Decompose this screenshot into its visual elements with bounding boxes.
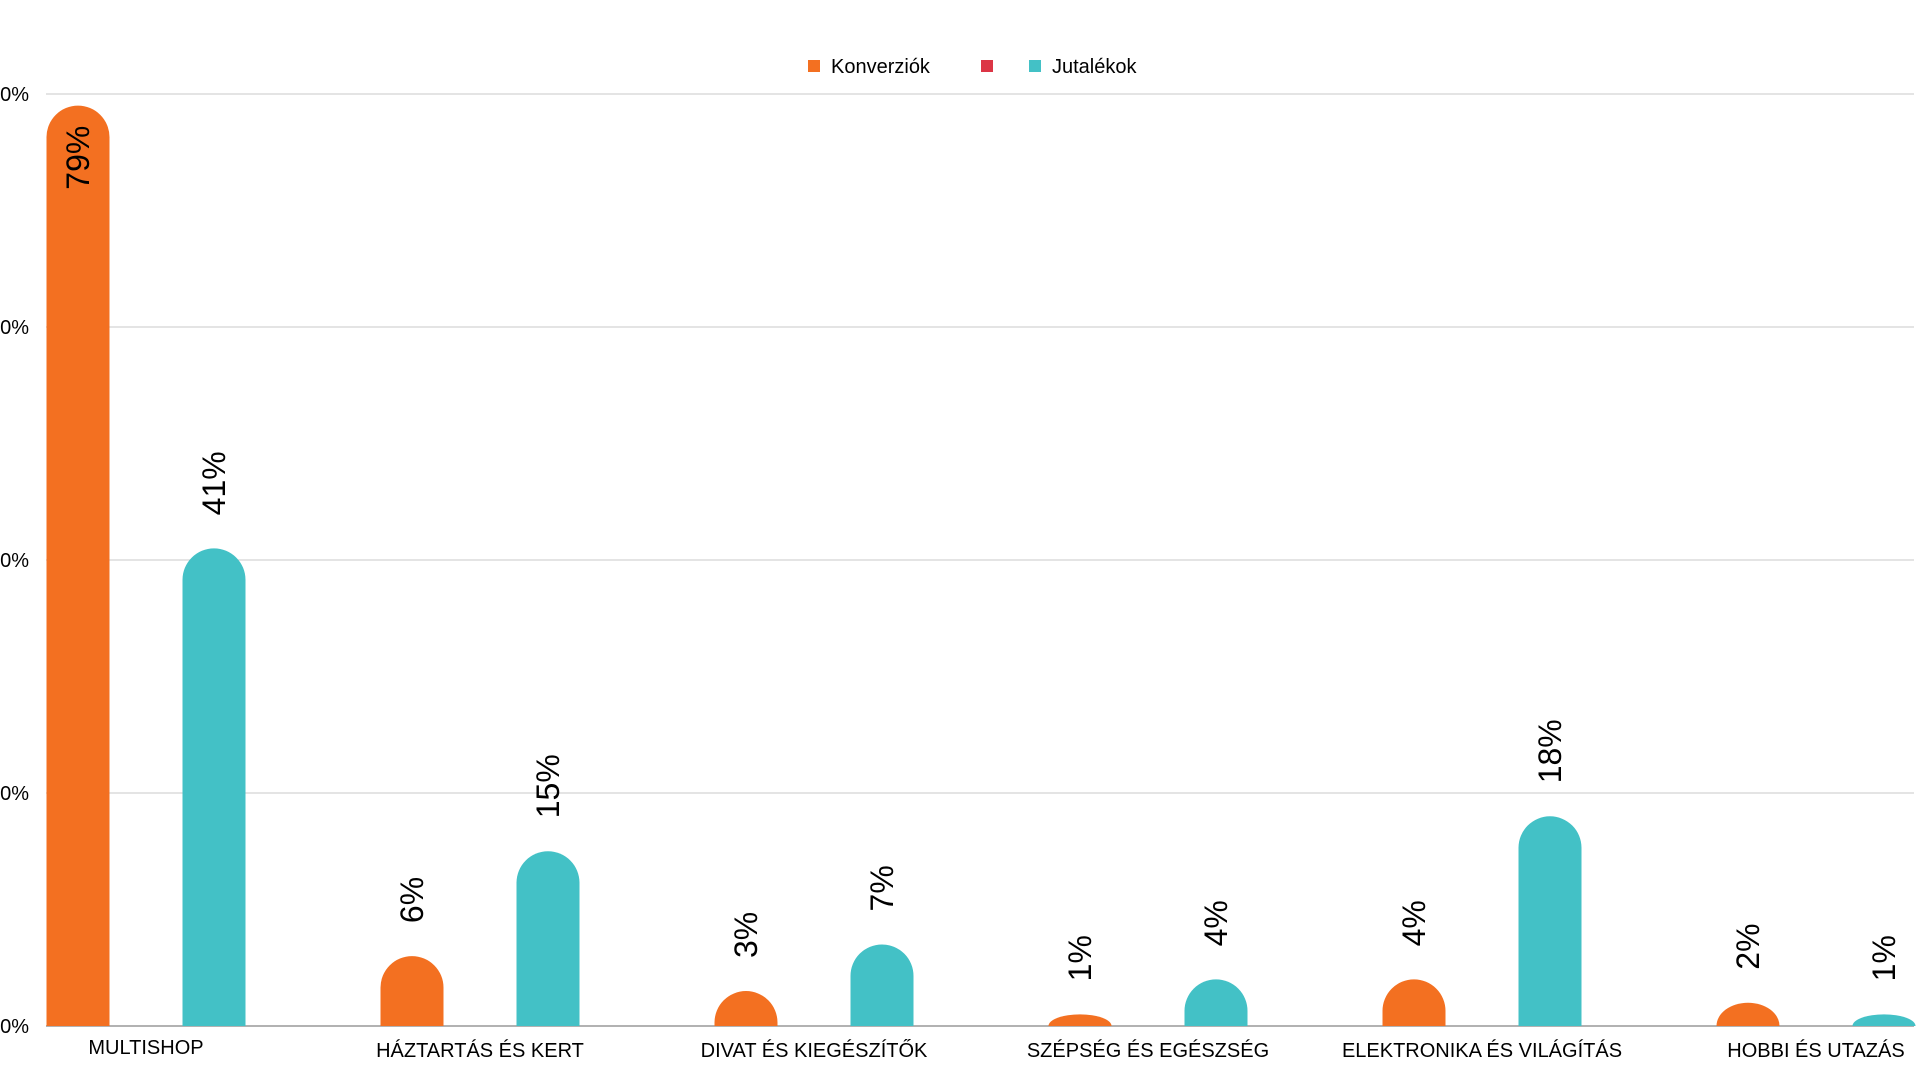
y-tick-label: 60% xyxy=(0,317,29,339)
bar xyxy=(1716,1002,1780,1026)
bar xyxy=(516,851,580,1026)
legend-label: Konverziók xyxy=(831,56,931,78)
legend-swatch xyxy=(981,60,993,72)
data-label: 4% xyxy=(1396,900,1432,946)
data-label: 18% xyxy=(1532,719,1568,783)
x-tick-label: HOBBI ÉS UTAZÁS xyxy=(1727,1039,1904,1062)
data-label: 79% xyxy=(60,126,96,190)
bar xyxy=(182,548,246,1026)
bar xyxy=(1518,816,1582,1026)
data-label: 4% xyxy=(1198,900,1234,946)
x-tick-label: DIVAT ÉS KIEGÉSZÍTŐK xyxy=(701,1039,928,1062)
y-tick-label: 20% xyxy=(0,783,29,805)
x-tick-label: ELEKTRONIKA ÉS VILÁGÍTÁS xyxy=(1342,1039,1622,1062)
x-axis-labels: MULTISHOP HÁZTARTÁS ÉS KERT DIVAT ÉS KIEGÉ… xyxy=(88,1037,1904,1062)
legend-swatch xyxy=(808,60,820,72)
bars xyxy=(46,105,1916,1026)
x-tick-label: HÁZTARTÁS ÉS KERT xyxy=(376,1039,584,1062)
y-tick-label: 0% xyxy=(0,1016,29,1038)
data-labels: 79% 41% 6% 15% 3% 7% 1% 4% 4% 18% 2% 1% xyxy=(60,126,1902,982)
legend: Konverziók Jutalékok xyxy=(808,56,1137,78)
x-tick-label: MULTISHOP xyxy=(88,1037,203,1059)
bar xyxy=(1048,1014,1112,1026)
data-label: 1% xyxy=(1062,935,1098,981)
bar xyxy=(1184,979,1248,1026)
data-label: 15% xyxy=(530,754,566,818)
y-tick-label: 80% xyxy=(0,84,29,106)
data-label: 1% xyxy=(1866,935,1902,981)
legend-label: Jutalékok xyxy=(1052,56,1137,78)
y-axis-ticks: 0% 20% 40% 60% 80% xyxy=(0,84,29,1038)
data-label: 3% xyxy=(728,912,764,958)
bar xyxy=(1852,1014,1916,1026)
bar xyxy=(850,944,914,1026)
data-label: 2% xyxy=(1730,923,1766,969)
bar xyxy=(714,991,778,1026)
bar xyxy=(380,956,444,1026)
data-label: 41% xyxy=(196,451,232,515)
x-tick-label: SZÉPSÉG ÉS EGÉSZSÉG xyxy=(1027,1039,1269,1062)
legend-swatch xyxy=(1029,60,1041,72)
bar xyxy=(1382,979,1446,1026)
bar xyxy=(46,105,110,1026)
data-label: 6% xyxy=(394,877,430,923)
data-label: 7% xyxy=(864,865,900,911)
gridlines xyxy=(46,93,1914,1027)
y-tick-label: 40% xyxy=(0,550,29,572)
